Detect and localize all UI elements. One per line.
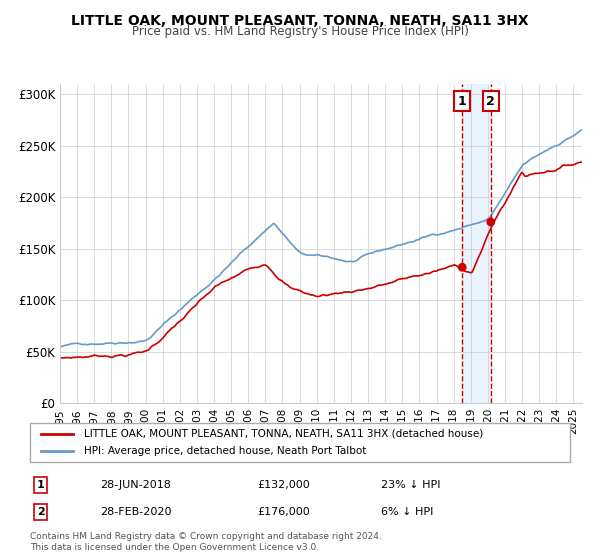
Text: LITTLE OAK, MOUNT PLEASANT, TONNA, NEATH, SA11 3HX (detached house): LITTLE OAK, MOUNT PLEASANT, TONNA, NEATH… [84, 429, 483, 439]
Text: Price paid vs. HM Land Registry's House Price Index (HPI): Price paid vs. HM Land Registry's House … [131, 25, 469, 38]
Point [486, 217, 496, 226]
Text: £176,000: £176,000 [257, 507, 310, 517]
Text: 2: 2 [37, 507, 44, 517]
Text: 28-JUN-2018: 28-JUN-2018 [100, 480, 171, 490]
FancyBboxPatch shape [30, 423, 570, 462]
Text: 1: 1 [458, 95, 467, 108]
Text: HPI: Average price, detached house, Neath Port Talbot: HPI: Average price, detached house, Neat… [84, 446, 367, 456]
Point [457, 263, 467, 272]
Text: 23% ↓ HPI: 23% ↓ HPI [381, 480, 440, 490]
Text: 6% ↓ HPI: 6% ↓ HPI [381, 507, 433, 517]
Text: 28-FEB-2020: 28-FEB-2020 [100, 507, 172, 517]
Text: £132,000: £132,000 [257, 480, 310, 490]
Bar [462, 84, 491, 403]
Text: Contains HM Land Registry data © Crown copyright and database right 2024.
This d: Contains HM Land Registry data © Crown c… [30, 532, 382, 552]
Text: 1: 1 [37, 480, 44, 490]
Text: 2: 2 [487, 95, 495, 108]
Text: LITTLE OAK, MOUNT PLEASANT, TONNA, NEATH, SA11 3HX: LITTLE OAK, MOUNT PLEASANT, TONNA, NEATH… [71, 14, 529, 28]
